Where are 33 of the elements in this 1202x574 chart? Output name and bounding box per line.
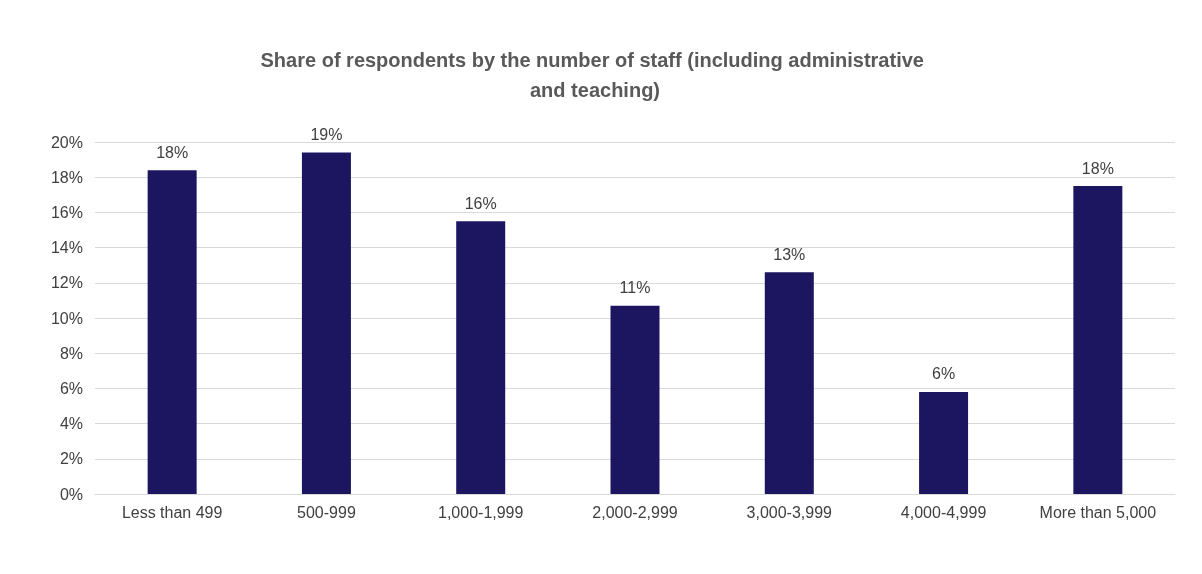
bar: [301, 152, 351, 494]
y-tick-label: 12%: [50, 274, 83, 292]
x-tick-label: 1,000-1,999: [438, 503, 524, 521]
y-tick-label: 20%: [50, 133, 83, 151]
data-label: 18%: [1081, 159, 1114, 177]
data-label: 19%: [310, 126, 343, 144]
y-tick-label: 14%: [50, 239, 83, 257]
bar: [147, 170, 197, 494]
bar: [764, 272, 814, 494]
y-tick-label: 0%: [59, 485, 83, 503]
data-label: 16%: [464, 194, 497, 212]
y-tick-label: 18%: [50, 168, 83, 186]
y-tick-label: 10%: [50, 309, 83, 327]
y-tick-label: 16%: [50, 203, 83, 221]
x-tick-label: Less than 499: [121, 503, 223, 521]
x-tick-label: 500-999: [297, 503, 356, 521]
data-label: 18%: [156, 143, 189, 161]
x-tick-label: 3,000-3,999: [746, 503, 833, 521]
x-tick-label: 4,000-4,999: [900, 503, 987, 521]
y-tick-label: 8%: [59, 344, 83, 362]
data-label: 11%: [619, 279, 651, 297]
y-tick-label: 6%: [59, 379, 83, 397]
bar: [610, 305, 660, 494]
x-tick-label: 2,000-2,999: [592, 503, 678, 521]
chart-title: Share of respondents by the number of staff (including administrative and teaching): [260, 49, 930, 101]
bar: [1073, 186, 1123, 494]
bar: [456, 221, 506, 494]
y-tick-label: 4%: [59, 415, 83, 433]
bar: [919, 391, 969, 494]
y-tick-label: 2%: [59, 450, 83, 468]
x-tick-label: More than 5,000: [1039, 503, 1157, 521]
data-label: 13%: [773, 245, 806, 263]
data-label: 6%: [932, 365, 956, 383]
